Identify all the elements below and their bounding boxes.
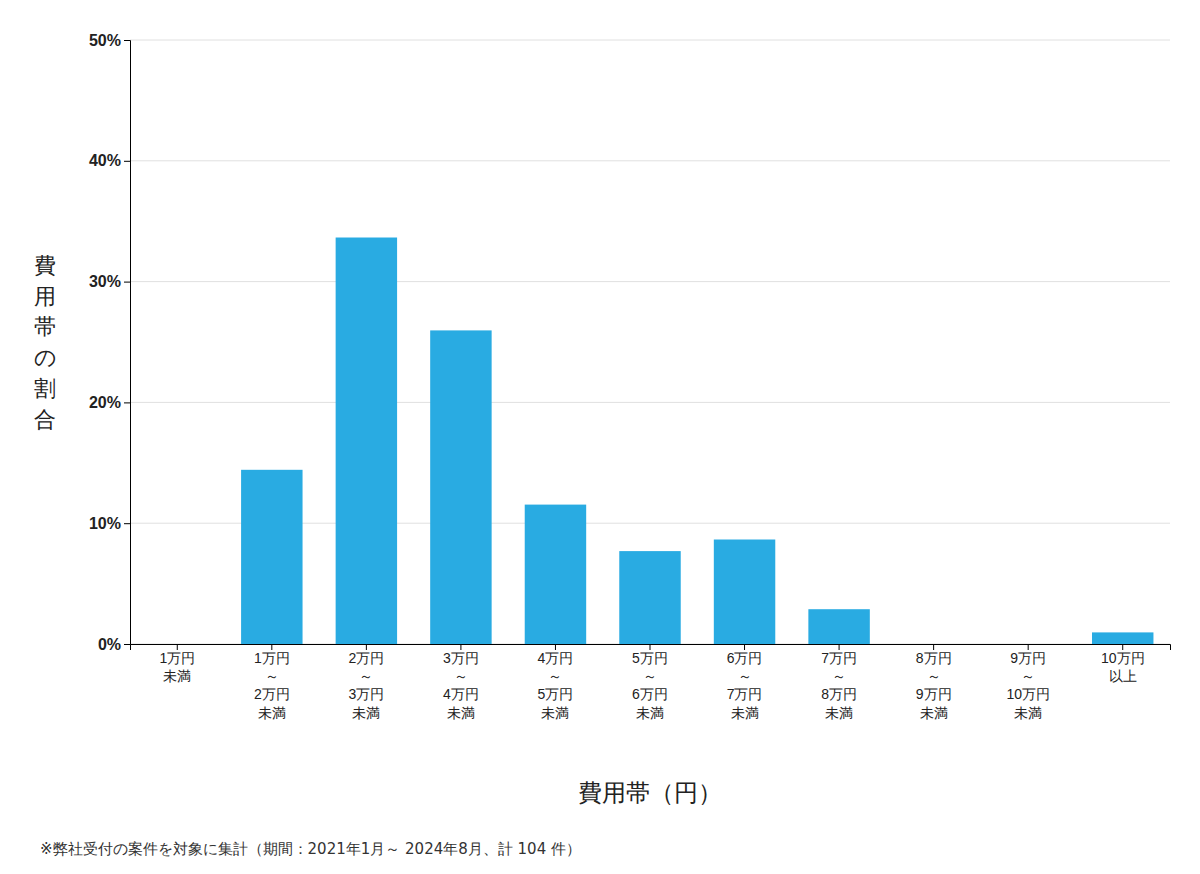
bar (714, 540, 775, 644)
grid (130, 40, 1170, 644)
y-tick-mark (124, 402, 130, 403)
y-tick-label: 30% (89, 273, 121, 290)
y-tick: 40% (89, 152, 130, 169)
y-axis: 0% 10% 20% 30% 40% 50% (89, 32, 131, 653)
x-tick: 1万円未満 (159, 644, 195, 684)
bar (808, 609, 869, 644)
x-tick: 3万円～4万円未満 (443, 644, 479, 721)
y-tick: 30% (89, 273, 130, 290)
y-tick: 20% (89, 394, 130, 411)
x-tick-label: 1万円～2万円未満 (254, 650, 290, 721)
bar (241, 470, 302, 644)
y-tick: 10% (89, 515, 130, 532)
grid-line (130, 40, 1170, 41)
bar (903, 644, 964, 645)
x-axis-title: 費用帯（円） (578, 779, 722, 807)
x-tick: 1万円～2万円未満 (254, 644, 290, 721)
x-tick: 6万円～7万円未満 (727, 644, 763, 721)
footnote: ※弊社受付の案件を対象に集計（期間：2021年1月～ 2024年8月、計 104… (40, 840, 581, 858)
x-tick: 7万円～8万円未満 (821, 644, 857, 721)
y-tick-mark (124, 40, 130, 41)
x-tick: 5万円～6万円未満 (632, 644, 668, 721)
chart: 0% 10% 20% 30% 40% 50% 1万円未満 1万円～2万円未満 2万円～3万円未満… (0, 0, 1200, 874)
y-tick-label: 50% (89, 32, 121, 49)
y-axis-line (124, 41, 131, 645)
y-axis-title: 費用帯の割合 (34, 253, 57, 432)
plot: 0% 10% 20% 30% 40% 50% 1万円未満 1万円～2万円未満 2万円～3万円未満… (89, 32, 1171, 721)
x-tick-label: 2万円～3万円未満 (348, 650, 384, 721)
x-tick: 9万円～10万円未満 (1006, 644, 1050, 721)
x-axis: 1万円未満 1万円～2万円未満 2万円～3万円未満 3万円～4万円未満 4万円～5万円未… (131, 644, 1171, 721)
grid-line (130, 281, 1170, 282)
x-tick-label: 6万円～7万円未満 (727, 650, 763, 721)
x-tick-label: 1万円未満 (159, 650, 195, 684)
y-tick-label: 20% (89, 394, 121, 411)
bar (1092, 632, 1153, 644)
y-tick-label: 0% (98, 636, 121, 653)
x-tick-label: 5万円～6万円未満 (632, 650, 668, 721)
y-tick-label: 10% (89, 515, 121, 532)
x-tick-label: 7万円～8万円未満 (821, 650, 857, 721)
y-tick: 0% (98, 636, 130, 653)
x-tick: 8万円～9万円未満 (916, 644, 952, 721)
bars (241, 238, 1153, 644)
bar (619, 551, 680, 644)
bar (430, 330, 491, 644)
bar (336, 238, 397, 644)
x-tick-label: 9万円～10万円未満 (1006, 650, 1050, 721)
y-tick: 50% (89, 32, 130, 49)
y-tick-label: 40% (89, 152, 121, 169)
y-tick-mark (124, 644, 130, 645)
x-tick: 4万円～5万円未満 (538, 644, 574, 721)
x-tick-label: 8万円～9万円未満 (916, 650, 952, 721)
x-tick-label: 3万円～4万円未満 (443, 650, 479, 721)
x-tick-label: 4万円～5万円未満 (538, 650, 574, 721)
y-tick-mark (124, 523, 130, 524)
y-tick-mark (124, 282, 130, 283)
x-tick: 2万円～3万円未満 (348, 644, 384, 721)
grid-line (130, 160, 1170, 161)
y-tick-mark (124, 161, 130, 162)
bar (525, 505, 586, 644)
grid-line (130, 402, 1170, 403)
x-tick: 10万円以上 (1101, 644, 1145, 684)
x-tick-label: 10万円以上 (1101, 650, 1145, 684)
bar (147, 644, 208, 645)
bar (997, 644, 1058, 645)
